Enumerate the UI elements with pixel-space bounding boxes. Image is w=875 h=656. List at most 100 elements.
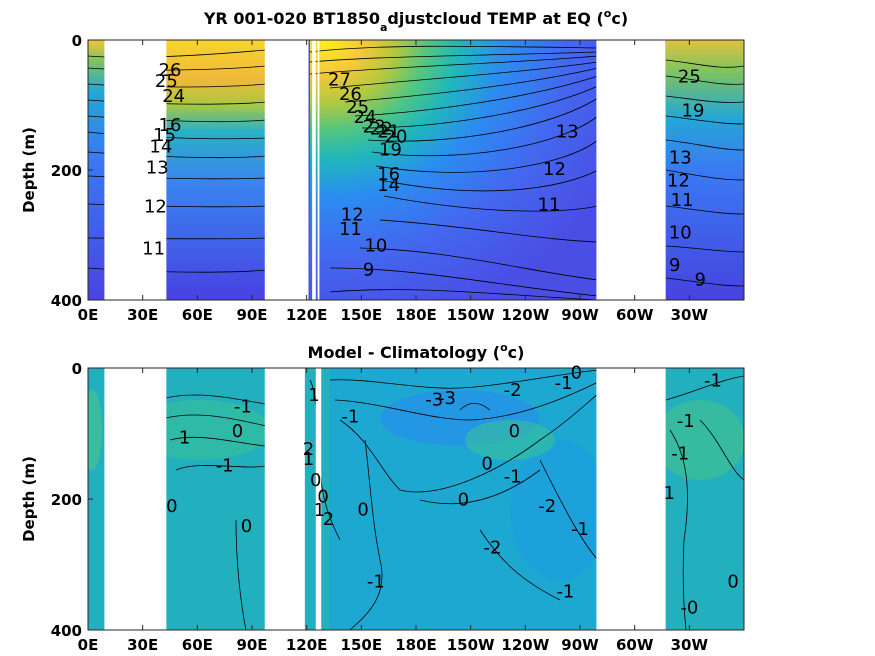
- temp-contour-label: 20: [385, 127, 408, 148]
- temp-x-tick-label: 60E: [182, 306, 213, 324]
- temp-contour-label: 14: [149, 136, 172, 157]
- temp-x-tick-label: 150E: [341, 306, 383, 324]
- anomaly-contour-label: -1: [341, 406, 359, 427]
- temp-field: [88, 40, 744, 300]
- anomaly-y-axis: 0 200 400: [51, 360, 93, 640]
- temp-x-tick-label: 0E: [78, 306, 99, 324]
- temp-contour-label: 25: [678, 66, 701, 87]
- anomaly-contour-label: -3: [425, 389, 443, 410]
- temp-contour-label: 16: [159, 115, 182, 136]
- anomaly-contour-label: -1: [677, 411, 695, 432]
- anomaly-contour-label: 0: [310, 470, 321, 491]
- anomaly-contour-label: 2: [323, 509, 334, 530]
- temp-y-tick-label: 200: [51, 162, 82, 180]
- anomaly-contour-label: 1: [664, 483, 675, 504]
- temp-land-mask: [104, 40, 666, 300]
- anomaly-y-axis-label: Depth (m): [20, 456, 38, 542]
- anomaly-x-axis: 0E 30E 60E 90E 120E 150E 180E 150W 120W 90W 60W 30W: [78, 368, 708, 654]
- temp-x-tick-label: 90W: [561, 306, 599, 324]
- anomaly-x-tick-label: 150W: [447, 636, 495, 654]
- temp-land-gap: [104, 40, 167, 300]
- anomaly-contour-label: -1: [571, 519, 589, 540]
- temp-contour-label: 14: [377, 175, 400, 196]
- temp-contour-label: 12: [543, 159, 566, 180]
- anomaly-contour-label: 0: [571, 362, 582, 383]
- anomaly-x-tick-label: 120E: [286, 636, 328, 654]
- temp-land-gap: [317, 40, 320, 300]
- temp-contour-label: 22: [370, 118, 393, 139]
- temp-contour-label: 25: [155, 71, 178, 92]
- temp-contour-label: 9: [669, 255, 680, 276]
- anomaly-land-mask: [104, 368, 666, 630]
- temp-y-tick-label: 400: [51, 292, 82, 310]
- temp-contour-label: 12: [144, 196, 167, 217]
- anomaly-contour-label: -1: [555, 373, 573, 394]
- temp-contour-label: 10: [364, 235, 387, 256]
- temp-land-gap: [312, 40, 316, 300]
- anomaly-land-gap: [264, 368, 305, 630]
- temp-contour-label: 24: [162, 86, 185, 107]
- anomaly-x-tick-label: 60W: [616, 636, 654, 654]
- temp-contour-label: 26: [339, 84, 362, 105]
- anomaly-x-tick-label: 180E: [395, 636, 437, 654]
- anomaly-x-tick-label: 0E: [78, 636, 99, 654]
- anomaly-land-gap: [596, 368, 666, 630]
- temp-contour-label: 9: [363, 259, 374, 280]
- anomaly-contour-label: -1: [367, 571, 385, 592]
- anomaly-x-tick-label: 90W: [561, 636, 599, 654]
- temp-contour-label: 26: [159, 60, 182, 81]
- temp-contour-label: 12: [341, 205, 364, 226]
- temp-land-gap: [596, 40, 666, 300]
- anomaly-contour-label: -1: [704, 370, 722, 391]
- anomaly-y-tick-label: 0: [72, 360, 82, 378]
- temp-contour-label: 25: [346, 97, 369, 118]
- temp-contour-label: 11: [339, 219, 362, 240]
- temp-x-tick-label: 150W: [447, 306, 495, 324]
- anomaly-land-gap: [315, 368, 322, 630]
- anomaly-land-gap: [104, 368, 167, 630]
- temp-contour-label: 9: [695, 270, 706, 291]
- temp-contour-label: 19: [682, 101, 705, 122]
- temp-contour-label: 24: [354, 107, 377, 128]
- temp-x-tick-label: 90E: [236, 306, 267, 324]
- anomaly-contour-label: 0: [357, 499, 368, 520]
- temp-contour-label: 13: [556, 122, 579, 143]
- temp-contour-label: 10: [669, 222, 692, 243]
- anomaly-contour-label: 1: [308, 385, 319, 406]
- anomaly-x-tick-label: 90E: [236, 636, 267, 654]
- anomaly-contours: [165, 369, 744, 630]
- anomaly-contour-label: 0: [241, 516, 252, 537]
- temp-contour-label: 23: [363, 116, 386, 137]
- anomaly-panel-title: Model - Climatology (oc): [308, 341, 525, 362]
- anomaly-contour-label: 0: [166, 496, 177, 517]
- anomaly-contour-label: -0: [680, 598, 698, 619]
- anomaly-contour-label: -2: [538, 496, 556, 517]
- anomaly-contour-label: -1: [671, 444, 689, 465]
- temp-panel: YR 001-020 BT1850adjustcloud TEMP at EQ …: [20, 7, 745, 324]
- anomaly-contour-label: -1: [556, 581, 574, 602]
- temp-contour-labels: 2625241314151612112726252423222120191614…: [142, 60, 706, 291]
- anomaly-contour-label: -2: [504, 380, 522, 401]
- temp-land-gap: [264, 40, 309, 300]
- temp-contour-label: 12: [667, 170, 690, 191]
- anomaly-contour-label: 1: [179, 427, 190, 448]
- temp-panel-title: YR 001-020 BT1850adjustcloud TEMP at EQ …: [203, 7, 628, 34]
- anomaly-panel: Model - Climatology (oc): [20, 341, 745, 654]
- temp-contour-label: 11: [538, 194, 561, 215]
- temp-x-tick-label: 30E: [127, 306, 158, 324]
- anomaly-contour-label: 0: [509, 421, 520, 442]
- temp-contour-label: 11: [671, 190, 694, 211]
- temp-y-tick-label: 0: [72, 32, 82, 50]
- anomaly-x-tick-label: 60E: [182, 636, 213, 654]
- temp-y-axis-label: Depth (m): [20, 127, 38, 213]
- anomaly-contour-label: 0: [317, 486, 328, 507]
- temp-contour-label: 11: [142, 239, 165, 260]
- anomaly-y-tick-label: 200: [51, 491, 82, 509]
- temp-contour-label: 19: [379, 140, 402, 161]
- anomaly-contour-label: 1: [303, 449, 314, 470]
- anomaly-contour-label: -2: [484, 537, 502, 558]
- temp-x-tick-label: 120E: [286, 306, 328, 324]
- anomaly-field: [88, 368, 744, 630]
- anomaly-contour-label: -1: [234, 397, 252, 418]
